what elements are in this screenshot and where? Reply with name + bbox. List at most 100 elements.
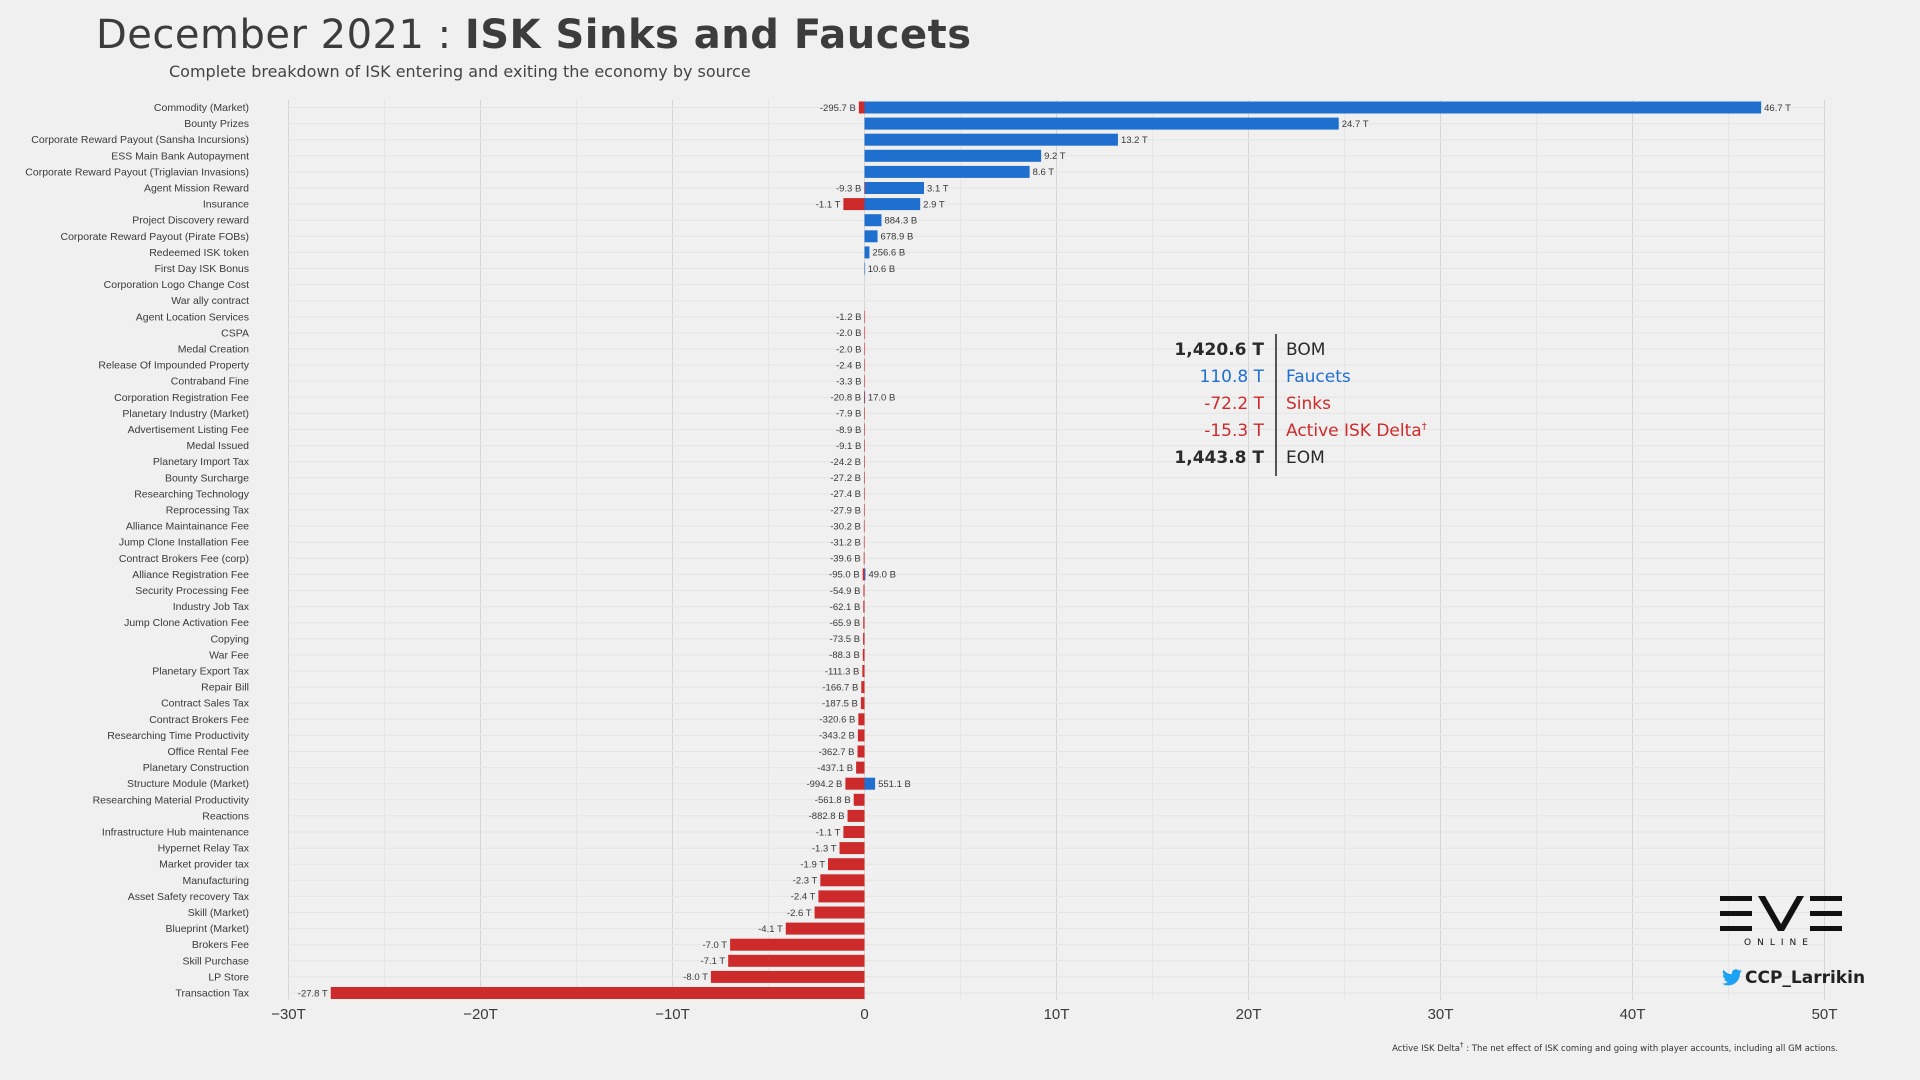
sink-value-label: -9.3 B	[836, 183, 861, 194]
faucet-bar	[864, 165, 1030, 178]
sink-bar	[863, 536, 865, 549]
category-label: Jump Clone Activation Fee	[124, 617, 249, 629]
category-label: War ally contract	[171, 295, 249, 307]
sink-value-label: -2.3 T	[793, 876, 818, 887]
x-tick-label: 20T	[1236, 1006, 1262, 1023]
sink-value-label: -1.9 T	[800, 860, 825, 871]
faucet-value-label: 2.9 T	[923, 199, 945, 210]
category-label: Skill Purchase	[182, 955, 249, 967]
category-label: Alliance Maintainance Fee	[126, 521, 249, 533]
summary-label: Active ISK Delta†	[1286, 421, 1427, 441]
sink-bar	[864, 375, 866, 388]
sink-bar	[858, 713, 865, 726]
faucet-value-label: 9.2 T	[1044, 151, 1066, 162]
category-label: Planetary Industry (Market)	[122, 408, 249, 420]
sink-bar	[862, 665, 865, 677]
category-label: Agent Mission Reward	[144, 183, 249, 195]
x-tick-label: −20T	[463, 1006, 498, 1023]
sink-bar	[828, 858, 865, 871]
category-label: Reprocessing Tax	[166, 505, 250, 517]
footnote-text: : The net effect of ISK coming and going…	[1463, 1043, 1838, 1054]
sink-value-label: -295.7 B	[820, 103, 856, 114]
sink-value-label: -187.5 B	[822, 699, 858, 710]
sink-bar	[330, 987, 865, 999]
faucet-bar	[864, 262, 866, 275]
sink-bar	[843, 198, 865, 211]
summary-label-dagger: †	[1421, 421, 1427, 433]
sink-bar	[864, 310, 866, 323]
category-label: Medal Issued	[187, 440, 250, 452]
summary-label-text: EOM	[1286, 448, 1325, 468]
x-tick-label: 40T	[1620, 1006, 1646, 1023]
eve-logo-icon	[1720, 896, 1842, 931]
category-label: Release Of Impounded Property	[98, 360, 249, 372]
faucet-bar	[864, 214, 882, 227]
category-label: Contract Sales Tax	[161, 698, 250, 710]
summary-row-faucets: 110.8 T Faucets	[1150, 365, 1450, 392]
category-label: Alliance Registration Fee	[132, 569, 249, 581]
sink-bar	[862, 568, 865, 581]
sink-value-label: -54.9 B	[830, 586, 861, 597]
sink-bar	[864, 359, 866, 372]
twitter-handle[interactable]: CCP_Larrikin	[1722, 968, 1865, 988]
sink-value-label: -2.0 B	[836, 344, 861, 355]
sink-bar	[863, 632, 865, 645]
faucet-value-label: 49.0 B	[868, 570, 895, 581]
category-label: Commodity (Market)	[154, 102, 249, 114]
category-label: Transaction Tax	[175, 988, 249, 1000]
sink-value-label: -30.2 B	[830, 521, 861, 532]
category-label: Corporation Registration Fee	[114, 392, 249, 404]
sink-value-label: -8.0 T	[683, 972, 708, 983]
category-label: Medal Creation	[178, 344, 249, 356]
category-label: Planetary Import Tax	[153, 456, 250, 468]
twitter-bird-icon	[1722, 969, 1742, 986]
category-label: Corporate Reward Payout (Sansha Incursio…	[31, 134, 249, 146]
summary-label-text: Faucets	[1286, 367, 1351, 387]
sink-bar	[861, 681, 865, 694]
sink-value-label: -1.1 T	[816, 827, 841, 838]
sink-value-label: -2.4 B	[836, 360, 861, 371]
summary-label-text: BOM	[1286, 340, 1326, 360]
category-label: Brokers Fee	[192, 939, 249, 951]
category-label: Copying	[210, 633, 249, 645]
x-tick-label: 0	[860, 1006, 868, 1023]
category-label: Security Processing Fee	[135, 585, 249, 597]
sink-value-label: -1.2 B	[836, 312, 861, 323]
faucet-bar	[864, 101, 1762, 114]
sink-value-label: -27.8 T	[298, 988, 328, 999]
summary-value: -15.3 T	[1204, 421, 1264, 441]
sink-bar	[864, 182, 865, 194]
sink-bar	[820, 874, 865, 887]
sink-value-label: -994.2 B	[806, 779, 842, 790]
sink-bar	[863, 520, 865, 533]
faucet-bar	[864, 182, 925, 194]
category-label: Jump Clone Installation Fee	[119, 537, 249, 549]
category-label: LP Store	[208, 971, 249, 983]
summary-value: -72.2 T	[1204, 394, 1264, 414]
sink-value-label: -7.0 T	[702, 940, 727, 951]
sink-bar	[730, 938, 865, 951]
sink-bar	[863, 600, 865, 613]
category-label: Contract Brokers Fee	[149, 714, 249, 726]
sink-bar	[858, 101, 865, 114]
summary-row-bom: 1,420.6 T BOM	[1150, 338, 1450, 365]
sink-value-label: -1.3 T	[812, 843, 837, 854]
sink-value-label: -2.6 T	[787, 908, 812, 919]
sink-value-label: -9.1 B	[836, 441, 861, 452]
sink-value-label: -88.3 B	[829, 650, 860, 661]
x-tick-label: −30T	[271, 1006, 306, 1023]
faucet-bar	[864, 391, 866, 404]
category-label: Planetary Construction	[143, 762, 249, 774]
faucet-value-label: 13.2 T	[1121, 135, 1148, 146]
sink-bar	[863, 616, 865, 629]
category-label: War Fee	[209, 649, 249, 661]
category-label: Manufacturing	[182, 875, 249, 887]
category-label: Asset Safety recovery Tax	[128, 891, 250, 903]
summary-value: 1,420.6 T	[1174, 340, 1264, 360]
twitter-handle-text: CCP_Larrikin	[1745, 968, 1866, 988]
sink-value-label: -65.9 B	[830, 618, 861, 629]
faucet-value-label: 551.1 B	[878, 779, 911, 790]
sink-bar	[847, 809, 865, 822]
faucet-value-label: 17.0 B	[868, 393, 895, 404]
